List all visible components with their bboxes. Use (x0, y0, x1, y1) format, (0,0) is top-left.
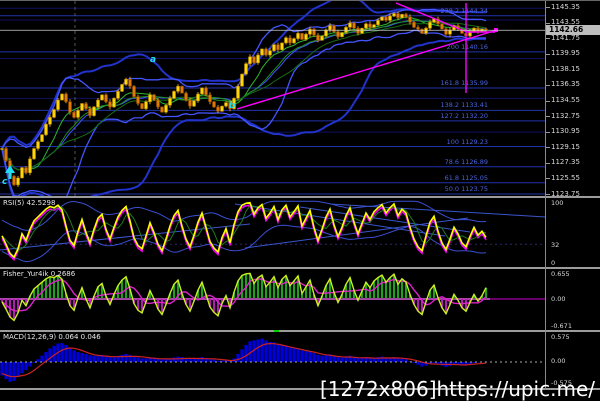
price-axis-label: 1145.35 (551, 2, 580, 11)
fisher-scale-label: -0.671 (551, 322, 572, 330)
macd-scale-label: 0.00 (551, 357, 566, 365)
price-axis-label: 1123.75 (551, 189, 580, 198)
rsi-scale-label: 32 (551, 241, 560, 249)
price-axis-line (545, 1, 546, 390)
axis-tick (546, 84, 550, 86)
axis-tick (546, 162, 550, 164)
fisher-scale-label: 0.655 (551, 270, 570, 278)
price-axis-label: 1130.95 (551, 127, 580, 136)
macd-label: MACD(12,26,9) 0.064 0.046 (3, 333, 101, 341)
macd-scale-label: 0.575 (551, 333, 570, 341)
fisher-label: Fisher_Yur4ik 0.2686 (3, 270, 76, 278)
axis-tick (546, 116, 550, 118)
price-axis-label: 1139.95 (551, 49, 580, 58)
fib-level-label: 50.0 1123.75 (444, 185, 488, 193)
fisher-canvas[interactable] (0, 269, 546, 330)
rsi-label: RSI(5) 42.5298 (3, 199, 56, 207)
price-axis-label: 1129.15 (551, 142, 580, 151)
axis-tick (546, 147, 550, 149)
price-axis-label: 1127.35 (551, 158, 580, 167)
wave-label-b: b (229, 101, 236, 111)
main-chart-canvas[interactable] (0, 1, 546, 196)
price-axis-label: 1134.55 (551, 96, 580, 104)
axis-tick (546, 53, 550, 55)
fib-level-label: 100 1129.23 (446, 137, 488, 146)
fisher-panel[interactable]: Fisher_Yur4ik 0.2686 (0, 269, 546, 330)
price-axis-label: 1143.55 (551, 18, 580, 27)
fib-level-label: 138.2 1133.41 (440, 101, 488, 110)
macd-canvas[interactable] (0, 332, 546, 388)
fib-level-label: 238.2 1144.34 (440, 6, 488, 15)
rsi-panel[interactable]: RSI(5) 42.5298 (0, 198, 546, 267)
fib-level-label: 61.8 1125.05 (444, 173, 488, 182)
current-price-box: 1142.66 (546, 25, 600, 36)
watermark: [1272x806]https://upic.me/ (319, 377, 595, 401)
fisher-scale-label: 0.00 (551, 295, 566, 303)
axis-tick (546, 38, 550, 40)
price-axis-label: 1136.35 (551, 80, 580, 89)
macd-panel[interactable]: MACD(12,26,9) 0.064 0.046 (0, 332, 546, 388)
axis-tick (546, 69, 550, 71)
axis-tick (546, 7, 550, 8)
green-tick-marker (274, 330, 279, 332)
fib-level-label: 127.2 1132.20 (440, 111, 488, 120)
axis-tick (546, 131, 550, 133)
fib-level-label: 78.6 1126.89 (444, 157, 488, 166)
rsi-scale-label: 100 (551, 199, 564, 207)
wave-label-a: a (150, 55, 157, 65)
axis-tick (546, 22, 550, 24)
axis-tick (546, 100, 550, 102)
fib-level-label: 161.8 1135.99 (440, 79, 488, 87)
panel-separator[interactable] (0, 267, 600, 269)
wave-label-c: c (2, 177, 8, 187)
price-axis-label: 1138.15 (551, 64, 580, 73)
axis-tick (546, 194, 550, 195)
rsi-canvas[interactable] (0, 198, 546, 267)
main-price-chart[interactable]: a b c 238.2 1144.34 200 1140.16 161.8 1135.99… (0, 1, 546, 196)
panel-separator[interactable] (0, 388, 600, 390)
buy-arrow-icon (5, 165, 15, 179)
macd-scale-label: -0.575 (551, 379, 572, 387)
rsi-scale-label: 0 (551, 259, 556, 267)
current-price-value: 1142.66 (549, 25, 584, 35)
price-axis-label: 1132.75 (551, 111, 580, 120)
panel-separator[interactable] (0, 330, 600, 332)
axis-tick (546, 178, 550, 180)
panel-separator[interactable] (0, 196, 600, 198)
price-axis-label: 1125.55 (551, 173, 580, 182)
fib-level-label: 200 1140.16 (446, 42, 488, 51)
price-axis-label: 1141.75 (551, 33, 580, 42)
